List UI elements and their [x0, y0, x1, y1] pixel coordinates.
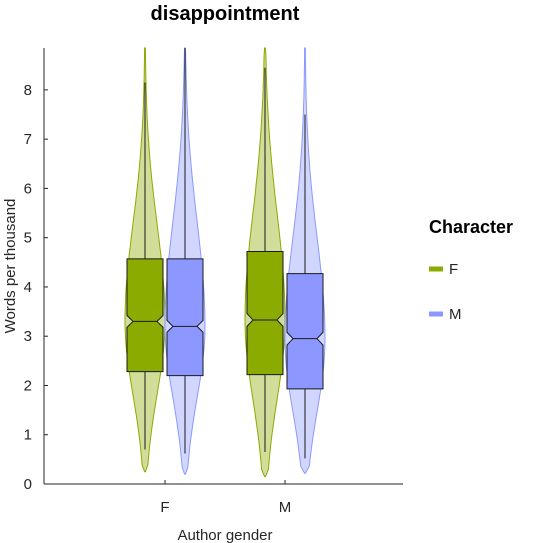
legend-title: Character — [429, 217, 513, 237]
y-tick-label: 3 — [24, 328, 32, 345]
legend-label-M: M — [449, 306, 462, 323]
y-tick-label: 2 — [24, 377, 32, 394]
x-axis-title: Author gender — [177, 527, 272, 543]
y-tick-label: 8 — [24, 82, 32, 99]
legend-label-F: F — [449, 261, 458, 278]
x-tick-label: M — [279, 499, 292, 516]
chart-title: disappointment — [151, 3, 300, 25]
y-tick-label: 1 — [24, 427, 32, 444]
y-axis-title: Words per thousand — [2, 199, 19, 334]
y-axis: 0 1 2 3 4 5 6 7 8 — [24, 48, 48, 493]
box-F-F — [126, 258, 164, 373]
box-M-F — [166, 258, 204, 377]
y-tick-label: 0 — [24, 476, 32, 493]
x-tick-label: F — [160, 499, 169, 516]
plot-area — [124, 47, 326, 478]
y-tick-label: 5 — [24, 230, 32, 247]
legend: Character F M — [429, 217, 513, 323]
y-tick-label: 4 — [24, 279, 32, 296]
box-F-M — [246, 250, 284, 376]
box-M-M — [286, 273, 324, 390]
y-tick-label: 6 — [24, 180, 32, 197]
y-tick-label: 7 — [24, 131, 32, 148]
